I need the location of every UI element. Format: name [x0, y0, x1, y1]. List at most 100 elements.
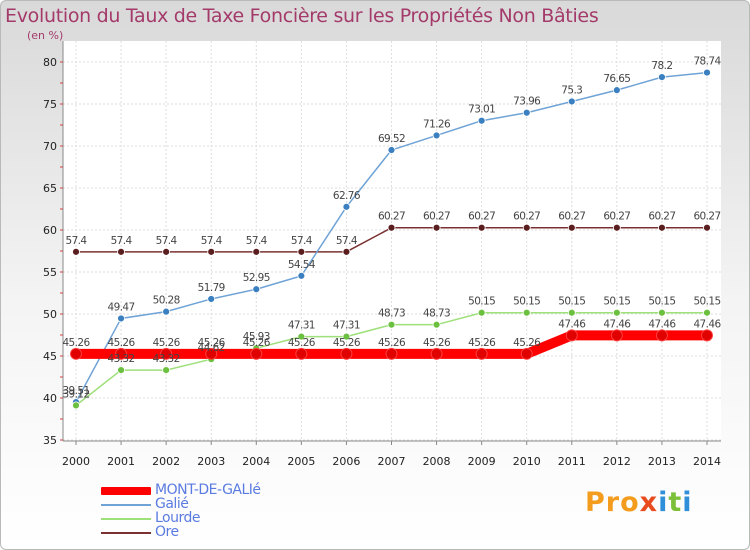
data-point-gali-2009 [477, 116, 486, 125]
data-label-gali-2004: 52.95 [243, 272, 270, 284]
x-tick-label-2003: 2003 [197, 455, 225, 468]
data-label-ore-2008: 60.27 [423, 211, 450, 223]
data-point-lourde-2009 [477, 308, 486, 317]
y-tick-label-60: 60 [43, 224, 57, 237]
data-point-lourde-2012 [612, 308, 621, 317]
x-tick-label-2004: 2004 [242, 455, 270, 468]
data-point-lourde-2014 [703, 308, 711, 317]
data-point-lourde-2013 [658, 308, 666, 317]
data-point-ore-2005 [297, 247, 306, 256]
data-point-mont-de-gali-2003 [205, 347, 218, 360]
x-tick-label-2007: 2007 [378, 455, 406, 468]
y-tick-label-45: 45 [43, 350, 57, 363]
data-point-gali-2005 [297, 271, 306, 280]
data-label-gali-2005: 54.54 [288, 259, 316, 271]
data-point-ore-2001 [117, 247, 125, 256]
data-point-gali-2001 [117, 314, 125, 323]
data-point-lourde-2001 [117, 366, 125, 375]
data-point-gali-2011 [567, 97, 576, 106]
data-label-mont-de-gali-2001: 45.26 [108, 337, 136, 349]
data-label-mont-de-gali-2009: 45.26 [468, 337, 496, 349]
data-label-gali-2010: 73.96 [513, 96, 541, 108]
data-label-lourde-2002: 43.32 [153, 353, 180, 365]
data-label-lourde-2004: 45.93 [243, 331, 270, 343]
data-point-mont-de-gali-2014 [701, 329, 713, 342]
data-point-lourde-2006 [342, 332, 351, 341]
y-tick-label-65: 65 [43, 182, 57, 195]
x-tick-label-2009: 2009 [468, 455, 496, 468]
data-label-gali-2003: 51.79 [198, 282, 225, 294]
data-label-lourde-2010: 50.15 [513, 296, 540, 308]
data-label-mont-de-gali-2002: 45.26 [153, 337, 181, 349]
data-point-mont-de-gali-2009 [475, 347, 488, 360]
x-tick-label-2014: 2014 [693, 455, 721, 468]
data-label-lourde-2005: 47.31 [288, 320, 315, 332]
data-label-mont-de-gali-2008: 45.26 [423, 337, 451, 349]
y-tick-label-40: 40 [43, 392, 57, 405]
data-label-ore-2011: 60.27 [558, 211, 585, 223]
legend-swatch-mont-de-galie [101, 487, 151, 495]
data-label-lourde-2006: 47.31 [333, 320, 360, 332]
data-label-mont-de-gali-2010: 45.26 [513, 337, 541, 349]
data-point-mont-de-gali-2000 [70, 347, 82, 360]
data-label-lourde-2003: 44.62 [198, 342, 225, 354]
data-point-mont-de-gali-2005 [295, 347, 308, 360]
data-point-lourde-2007 [387, 320, 396, 329]
data-label-lourde-2011: 50.15 [558, 296, 585, 308]
legend-label-mont-de-galie: MONT-DE-GALIé [155, 482, 261, 498]
data-label-ore-2010: 60.27 [513, 211, 540, 223]
data-point-ore-2006 [342, 247, 351, 256]
data-label-ore-2000: 57.4 [66, 235, 88, 247]
data-label-ore-2005: 57.4 [291, 235, 313, 247]
data-label-mont-de-gali-2000: 45.26 [62, 337, 90, 349]
data-label-gali-2011: 75.3 [561, 84, 582, 96]
data-point-mont-de-gali-2001 [115, 347, 128, 360]
legend-label-galie: Galié [155, 496, 189, 512]
data-point-mont-de-gali-2012 [610, 329, 623, 342]
data-label-mont-de-gali-2013: 47.46 [648, 318, 676, 330]
data-label-gali-2006: 62.76 [333, 190, 361, 202]
data-point-mont-de-gali-2006 [340, 347, 353, 360]
data-point-lourde-2002 [162, 366, 171, 375]
data-point-ore-2007 [387, 223, 396, 232]
proxiti-logo: Proxiti [585, 487, 693, 518]
data-point-ore-2009 [477, 223, 486, 232]
legend-swatch-lourde [101, 518, 151, 520]
x-tick-label-2000: 2000 [62, 455, 90, 468]
data-point-gali-2012 [612, 86, 621, 95]
x-tick-label-2012: 2012 [603, 455, 631, 468]
legend-label-lourde: Lourde [155, 510, 201, 526]
data-label-ore-2014: 60.27 [693, 211, 720, 223]
data-label-lourde-2000: 39.12 [62, 388, 89, 400]
data-point-ore-2002 [162, 247, 171, 256]
data-point-mont-de-gali-2002 [160, 347, 173, 360]
data-label-ore-2003: 57.4 [201, 235, 223, 247]
data-label-ore-2009: 60.27 [468, 211, 495, 223]
data-point-mont-de-gali-2004 [250, 347, 263, 360]
data-label-lourde-2012: 50.15 [603, 296, 630, 308]
y-tick-label-70: 70 [43, 140, 57, 153]
data-label-gali-2001: 49.47 [108, 301, 135, 313]
data-point-ore-2000 [72, 247, 80, 256]
legend-item-lourde: Lourde [101, 510, 321, 526]
data-label-ore-2004: 57.4 [246, 235, 268, 247]
data-label-mont-de-gali-2006: 45.26 [333, 337, 361, 349]
data-point-ore-2010 [522, 223, 531, 232]
legend: MONT-DE-GALIé Galié Lourde Ore [101, 482, 321, 540]
x-tick-label-2001: 2001 [107, 455, 135, 468]
data-label-lourde-2007: 48.73 [378, 308, 405, 320]
legend-item-ore: Ore [101, 524, 321, 540]
data-label-gali-2008: 71.26 [423, 118, 451, 130]
legend-label-ore: Ore [155, 524, 179, 540]
data-point-lourde-2008 [432, 320, 441, 329]
data-point-gali-2013 [658, 73, 666, 82]
data-label-lourde-2013: 50.15 [648, 296, 675, 308]
data-label-gali-2009: 73.01 [468, 104, 495, 116]
x-tick-label-2010: 2010 [513, 455, 541, 468]
data-point-gali-2004 [252, 285, 261, 294]
y-tick-label-55: 55 [43, 266, 57, 279]
data-label-gali-2007: 69.52 [378, 133, 405, 145]
data-label-mont-de-gali-2011: 47.46 [558, 318, 586, 330]
